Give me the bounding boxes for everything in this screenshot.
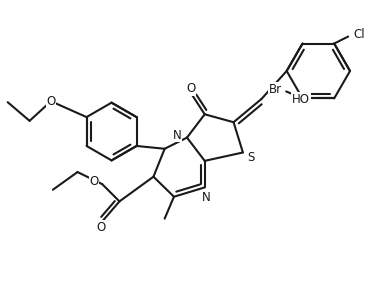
Text: O: O [186,82,195,95]
Text: O: O [96,221,106,233]
Text: O: O [89,175,98,188]
Text: Br: Br [269,83,282,95]
Text: N: N [172,129,181,142]
Text: Cl: Cl [354,28,365,41]
Text: O: O [46,95,56,108]
Text: HO: HO [292,93,310,106]
Text: S: S [248,151,255,164]
Text: N: N [202,191,211,204]
